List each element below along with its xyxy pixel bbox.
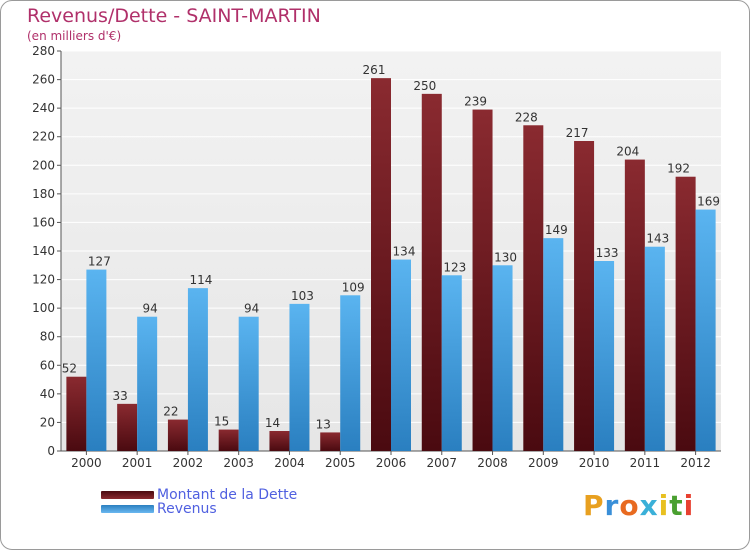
x-tick-label: 2000 <box>71 456 102 470</box>
x-tick-label: 2007 <box>426 456 457 470</box>
y-tick-label: 160 <box>32 215 55 229</box>
revenue-bar <box>644 246 665 451</box>
chart-title: Revenus/Dette - SAINT-MARTIN <box>27 5 321 27</box>
y-tick-label: 100 <box>32 301 55 315</box>
revenue-bar <box>492 265 513 451</box>
x-tick-label: 2008 <box>477 456 508 470</box>
revenue-bar <box>86 269 107 451</box>
revenue-value-label: 169 <box>697 195 720 209</box>
legend-swatch-revenus <box>101 505 154 513</box>
debt-value-label: 192 <box>667 162 690 176</box>
x-tick-label: 2003 <box>223 456 254 470</box>
y-tick-label: 60 <box>40 358 55 372</box>
revenue-value-label: 127 <box>88 255 111 269</box>
debt-value-label: 15 <box>214 415 229 429</box>
debt-value-label: 13 <box>316 417 331 431</box>
debt-value-label: 228 <box>515 110 538 124</box>
y-tick-label: 20 <box>40 415 55 429</box>
revenue-value-label: 94 <box>244 302 259 316</box>
debt-bar <box>472 109 493 452</box>
revenue-value-label: 103 <box>291 289 314 303</box>
revenue-value-label: 94 <box>143 302 158 316</box>
legend-item-revenus: Revenus <box>101 501 217 517</box>
debt-value-label: 261 <box>363 63 386 77</box>
y-tick-label: 80 <box>40 330 55 344</box>
debt-value-label: 239 <box>464 95 487 109</box>
y-tick-label: 240 <box>32 101 55 115</box>
revenue-bar <box>137 316 158 451</box>
debt-bar <box>624 159 645 452</box>
debt-bar <box>675 176 696 451</box>
debt-bar <box>269 431 290 451</box>
x-tick-label: 2001 <box>122 456 153 470</box>
y-tick-label: 0 <box>47 444 55 458</box>
legend-swatch-dette <box>101 491 154 499</box>
x-tick-label: 2006 <box>376 456 407 470</box>
y-tick-label: 140 <box>32 244 55 258</box>
chart-subtitle: (en milliers d'€) <box>27 29 122 43</box>
x-tick-label: 2002 <box>173 456 204 470</box>
y-tick-label: 260 <box>32 73 55 87</box>
revenue-value-label: 143 <box>646 232 669 246</box>
revenue-value-label: 130 <box>494 250 517 264</box>
debt-value-label: 52 <box>62 362 77 376</box>
x-tick-label: 2012 <box>680 456 711 470</box>
y-tick-label: 180 <box>32 187 55 201</box>
y-tick-label: 40 <box>40 387 55 401</box>
debt-value-label: 33 <box>113 389 128 403</box>
revenue-value-label: 123 <box>443 260 466 274</box>
debt-bar <box>523 125 544 452</box>
revenue-bar <box>441 275 462 451</box>
x-tick-label: 2004 <box>274 456 305 470</box>
legend-label-revenus: Revenus <box>157 501 217 517</box>
revenue-bar <box>187 288 208 451</box>
revenue-value-label: 109 <box>342 280 365 294</box>
y-tick-label: 120 <box>32 273 55 287</box>
debt-bar <box>66 376 87 451</box>
y-tick-label: 220 <box>32 130 55 144</box>
y-tick-label: 280 <box>32 44 55 58</box>
revenue-bar <box>543 238 564 451</box>
revenue-bar <box>289 303 310 451</box>
revenue-value-label: 114 <box>189 273 212 287</box>
x-tick-label: 2010 <box>579 456 610 470</box>
revenue-value-label: 149 <box>545 223 568 237</box>
x-tick-label: 2011 <box>630 456 661 470</box>
debt-bar <box>167 419 188 451</box>
debt-bar <box>574 141 595 451</box>
debt-bar <box>421 93 442 451</box>
revenue-bar <box>340 295 361 451</box>
debt-value-label: 14 <box>265 416 280 430</box>
revenue-bar <box>695 209 716 451</box>
debt-bar <box>218 429 239 451</box>
revenue-value-label: 134 <box>393 245 416 259</box>
x-tick-label: 2009 <box>528 456 559 470</box>
proxiti-logo: Proxiti <box>583 489 695 522</box>
legend-item-dette: Montant de la Dette <box>101 487 297 503</box>
x-tick-label: 2005 <box>325 456 356 470</box>
revenue-bar <box>391 259 411 451</box>
revenue-value-label: 133 <box>596 246 619 260</box>
debt-value-label: 250 <box>413 79 436 93</box>
debt-value-label: 22 <box>163 405 178 419</box>
debt-value-label: 204 <box>616 145 639 159</box>
debt-value-label: 217 <box>566 126 589 140</box>
debt-bar <box>371 78 391 452</box>
revenue-bar <box>238 316 259 451</box>
debt-bar <box>117 403 138 451</box>
legend-label-dette: Montant de la Dette <box>157 487 298 503</box>
debt-bar <box>320 432 341 451</box>
y-tick-label: 200 <box>32 158 55 172</box>
revenue-bar <box>594 261 615 451</box>
